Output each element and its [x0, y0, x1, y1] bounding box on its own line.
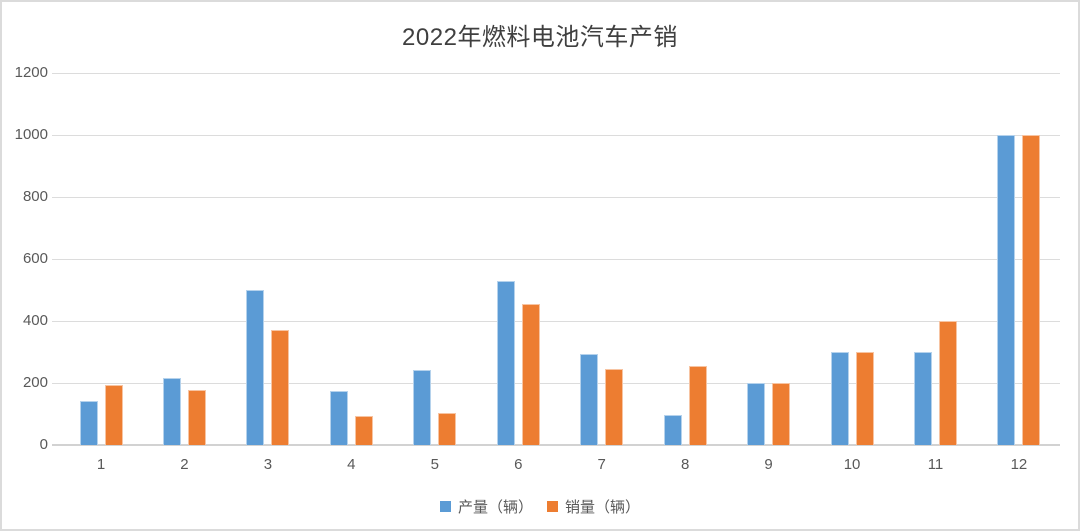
bar-sales-month-4 — [354, 416, 373, 445]
y-axis-tick-1200: 1200 — [14, 63, 48, 81]
bar-sales-month-11 — [939, 321, 957, 445]
x-axis-tick-3: 3 — [263, 456, 273, 473]
bar-production-month-2 — [162, 378, 181, 445]
bar-sales-month-9 — [772, 383, 791, 445]
y-axis-tick-400: 400 — [22, 311, 48, 329]
x-axis-tick-10: 10 — [843, 456, 861, 473]
bar-production-month-7 — [580, 354, 599, 445]
x-axis-tick-5: 5 — [430, 456, 439, 473]
y-axis-tick-0: 0 — [39, 436, 48, 453]
bar-production-month-11 — [914, 352, 932, 445]
legend-swatch-production — [439, 500, 451, 512]
gridline-y-1000 — [52, 134, 1060, 136]
gridline-y-800 — [52, 196, 1060, 198]
bar-production-month-5 — [413, 370, 432, 445]
gridline-y-600 — [52, 258, 1060, 260]
bar-sales-month-2 — [187, 390, 206, 445]
bar-production-month-12 — [997, 135, 1016, 445]
bar-production-month-9 — [747, 383, 766, 445]
bar-production-month-6 — [496, 281, 515, 445]
x-axis-line — [52, 444, 1060, 446]
gridline-y-400 — [52, 320, 1060, 322]
x-axis-tick-11: 11 — [927, 456, 944, 473]
bar-production-month-4 — [329, 391, 348, 445]
x-axis-tick-2: 2 — [180, 456, 189, 473]
legend-item-sales: 销量（辆） — [547, 496, 640, 517]
gridline-y-1200 — [52, 72, 1060, 74]
x-axis-tick-8: 8 — [680, 456, 690, 473]
bar-production-month-10 — [830, 352, 849, 445]
legend-item-production: 产量（辆） — [439, 496, 533, 517]
y-axis-tick-200: 200 — [22, 373, 48, 391]
x-axis-tick-6: 6 — [514, 456, 523, 473]
bar-production-month-8 — [663, 415, 682, 445]
x-axis-tick-7: 7 — [597, 456, 606, 473]
y-axis-tick-800: 800 — [22, 187, 48, 205]
legend-label-production: 产量（辆） — [457, 498, 533, 516]
bar-sales-month-1 — [104, 385, 123, 445]
bar-sales-month-3 — [271, 330, 290, 445]
bar-production-month-3 — [246, 290, 265, 445]
y-axis-tick-600: 600 — [22, 249, 48, 267]
bar-sales-month-12 — [1022, 135, 1041, 445]
bar-sales-month-10 — [855, 352, 874, 445]
bar-production-month-1 — [79, 401, 98, 445]
legend-swatch-sales — [547, 500, 558, 512]
x-axis-tick-9: 9 — [764, 456, 773, 473]
y-axis-tick-1000: 1000 — [14, 125, 48, 143]
bar-sales-month-8 — [688, 366, 707, 445]
chart-title: 2022年燃料电池汽车产销 — [402, 24, 678, 51]
gridline-y-200 — [52, 382, 1060, 384]
x-axis-tick-1: 1 — [96, 456, 106, 473]
bar-sales-month-6 — [521, 304, 540, 445]
x-axis-tick-4: 4 — [347, 456, 356, 473]
chart-legend: 产量（辆） 销量（辆） — [2, 494, 1078, 518]
bar-sales-month-5 — [438, 413, 457, 445]
legend-label-sales: 销量（辆） — [565, 498, 641, 516]
x-axis-tick-12: 12 — [1010, 456, 1028, 473]
bar-sales-month-7 — [605, 369, 624, 445]
